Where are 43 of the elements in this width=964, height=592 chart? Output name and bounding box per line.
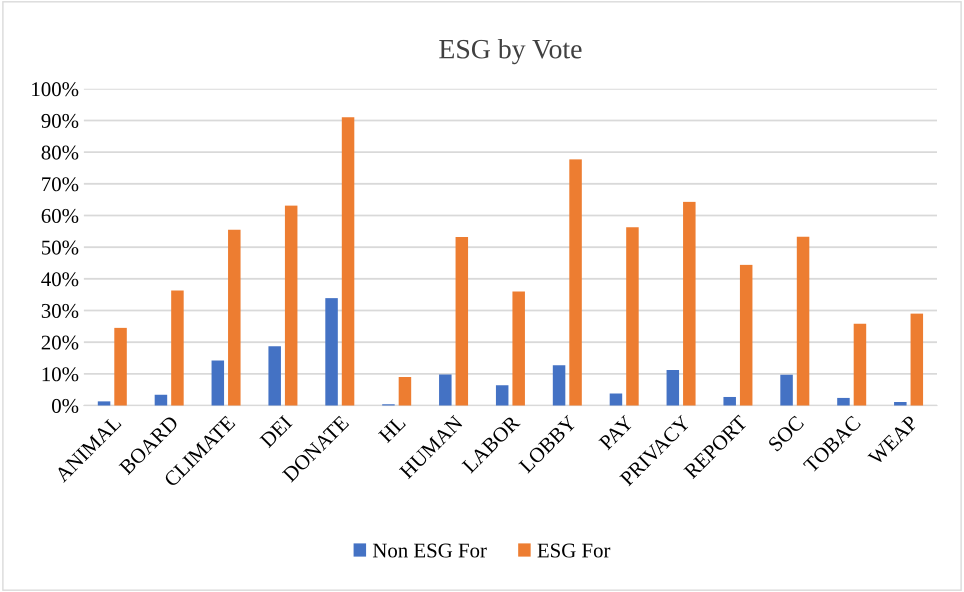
bar <box>398 377 412 406</box>
bar <box>569 159 582 406</box>
y-tick-label: 10% <box>42 367 78 382</box>
bar <box>154 394 168 406</box>
bar <box>325 298 338 406</box>
bar <box>114 328 127 406</box>
bar <box>496 385 508 406</box>
y-tick-label: 80% <box>42 146 78 160</box>
y-tick-label: 60% <box>42 208 78 223</box>
y-tick-label: 100% <box>32 82 78 96</box>
chart-title: ESG by Vote <box>439 38 582 64</box>
bar <box>98 401 110 406</box>
y-tick-label: 30% <box>42 304 78 318</box>
bar <box>626 227 639 406</box>
bar <box>740 264 752 406</box>
bar <box>910 314 924 406</box>
bar <box>610 393 622 406</box>
bar <box>342 117 354 406</box>
bar <box>837 398 850 406</box>
bar <box>171 290 184 406</box>
y-tick-label: 40% <box>41 272 78 286</box>
bar <box>683 202 696 406</box>
y-tick-label: 50% <box>42 240 78 255</box>
bar <box>284 206 298 406</box>
bar <box>666 370 680 406</box>
bar <box>780 374 793 406</box>
y-tick-label: 70% <box>42 177 78 192</box>
legend-label: ESG For <box>538 544 610 558</box>
y-tick-label: 20% <box>42 336 78 350</box>
bar <box>552 365 566 406</box>
bar <box>894 402 907 406</box>
bar <box>854 324 866 406</box>
bar <box>268 346 281 406</box>
bar <box>439 374 452 406</box>
bar <box>228 230 241 406</box>
legend-label: Non ESG For <box>372 544 487 558</box>
y-tick-label: 0% <box>52 398 78 414</box>
y-tick-label: 90% <box>41 114 78 128</box>
bar <box>212 360 224 406</box>
bar <box>456 237 468 406</box>
bar <box>796 236 810 406</box>
bar <box>723 396 736 406</box>
bar <box>512 292 525 406</box>
